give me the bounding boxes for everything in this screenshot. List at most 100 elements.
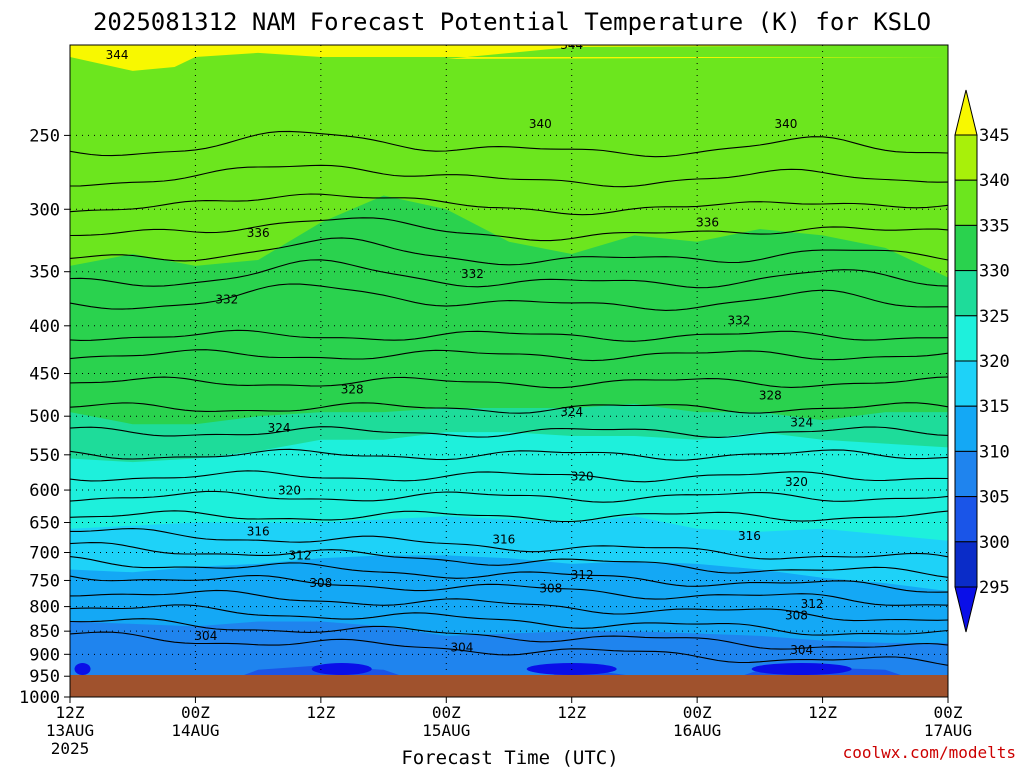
colorbar-swatch — [954, 450, 978, 498]
x-tick-label: 13AUG — [46, 721, 94, 740]
plot-area: 344 344 340 340 336 336 332 332 332 328 328 324 324 3… — [70, 38, 948, 675]
contour-line — [70, 130, 948, 158]
contour-line — [70, 589, 948, 622]
contour-label: 324 — [268, 421, 291, 435]
colorbar-swatch — [954, 496, 978, 543]
colorbar-label: 305 — [979, 488, 1010, 508]
y-tick-label: 850 — [29, 622, 60, 642]
contour-label: 312 — [571, 568, 594, 582]
colorbar-swatch — [954, 360, 978, 407]
contour-line — [70, 528, 948, 560]
plot-frame — [69, 44, 949, 698]
contour-line — [70, 237, 948, 266]
x-tick-label: 16AUG — [673, 721, 721, 740]
y-axis: 250 300 350 400 450 500 550 600 650 700 750 800 850 9… — [19, 126, 70, 708]
colorbar-label: 300 — [979, 533, 1010, 553]
filled-contours — [70, 45, 948, 675]
contour-line — [70, 574, 948, 606]
x-tick-label: 15AUG — [422, 721, 470, 740]
contour-line — [70, 283, 948, 311]
contour-line — [70, 164, 948, 188]
colorbar-label: 295 — [979, 578, 1010, 598]
colorbar-swatch — [954, 270, 978, 317]
colorbar-swatch — [954, 89, 978, 136]
colorbar-swatch — [954, 134, 978, 181]
x-tick-label: 00Z — [934, 703, 963, 722]
y-tick-label: 400 — [29, 317, 60, 337]
y-tick-label: 450 — [29, 365, 60, 385]
contour-label: 336 — [247, 226, 270, 240]
ground-surface-bottom — [70, 675, 948, 697]
x-tick-label: 00Z — [432, 703, 461, 722]
contour-line — [70, 329, 948, 342]
contour-label: 308 — [309, 576, 332, 590]
x-tick-label: 14AUG — [171, 721, 219, 740]
x-tick-label: 12Z — [557, 703, 586, 722]
x-tick-label: 00Z — [181, 703, 210, 722]
colorbar-swatch — [954, 179, 978, 226]
contour-line — [70, 490, 948, 503]
y-tick-label: 750 — [29, 571, 60, 591]
contour-label: 320 — [278, 484, 301, 498]
contour-label: 324 — [790, 416, 813, 430]
contour-label: 332 — [461, 267, 484, 281]
colorbar-swatch — [954, 586, 978, 633]
band-fill — [70, 45, 948, 71]
colorbar-swatch — [954, 315, 978, 362]
x-tick-label: 12Z — [808, 703, 837, 722]
y-tick-label: 250 — [29, 126, 60, 146]
contour-line — [70, 556, 948, 593]
contour-label: 340 — [775, 117, 798, 131]
contour-line — [70, 193, 948, 216]
credit-text: coolwx.com/modelts — [843, 743, 1016, 762]
contour-line — [70, 510, 948, 523]
colorbar-label: 335 — [979, 216, 1010, 236]
y-tick-label: 900 — [29, 645, 60, 665]
contour-line — [70, 542, 948, 578]
contour-label: 316 — [247, 525, 270, 539]
contour-label: 312 — [801, 597, 824, 611]
x-tick-label: 12Z — [306, 703, 335, 722]
contour-label: 320 — [785, 475, 808, 489]
contour-line — [70, 604, 948, 636]
colorbar-swatch — [954, 541, 978, 588]
contour-label: 304 — [451, 641, 474, 655]
contour-label: 308 — [785, 609, 808, 623]
contour-label: 328 — [759, 388, 782, 402]
chart-title: 2025081312 NAM Forecast Potential Temper… — [93, 8, 931, 36]
contour-label: 344 — [560, 38, 583, 52]
y-tick-label: 600 — [29, 481, 60, 501]
x-tick-label: 17AUG — [924, 721, 972, 740]
y-tick-label: 950 — [29, 667, 60, 687]
contour-label: 312 — [288, 548, 311, 562]
y-tick-label: 550 — [29, 446, 60, 466]
contour-lines — [70, 130, 948, 666]
colorbar-label: 310 — [979, 442, 1010, 462]
contour-line — [70, 448, 948, 461]
contour-label: 324 — [560, 405, 583, 419]
contour-label: 336 — [696, 216, 719, 230]
colorbar-label: 330 — [979, 262, 1010, 282]
colorbar-label: 340 — [979, 171, 1010, 191]
contour-line — [70, 217, 948, 242]
x-axis-title: Forecast Time (UTC) — [401, 747, 618, 768]
grid-lines — [70, 45, 948, 675]
contour-line — [70, 402, 948, 414]
band-fill — [311, 663, 372, 675]
x-tick-label: 00Z — [683, 703, 712, 722]
contour-label: 304 — [194, 629, 217, 643]
band-fill — [751, 663, 852, 675]
contour-label: 344 — [106, 48, 129, 62]
x-tick-label: 2025 — [51, 739, 90, 758]
contour-label: 332 — [215, 293, 238, 307]
contour-label: 316 — [492, 533, 515, 547]
colorbar-label: 315 — [979, 397, 1010, 417]
contour-label: 328 — [341, 382, 364, 396]
x-tick-label: 12Z — [56, 703, 85, 722]
colorbar-label: 320 — [979, 352, 1010, 372]
y-tick-label: 700 — [29, 544, 60, 564]
y-tick-label: 650 — [29, 513, 60, 533]
band-fill — [74, 663, 91, 675]
